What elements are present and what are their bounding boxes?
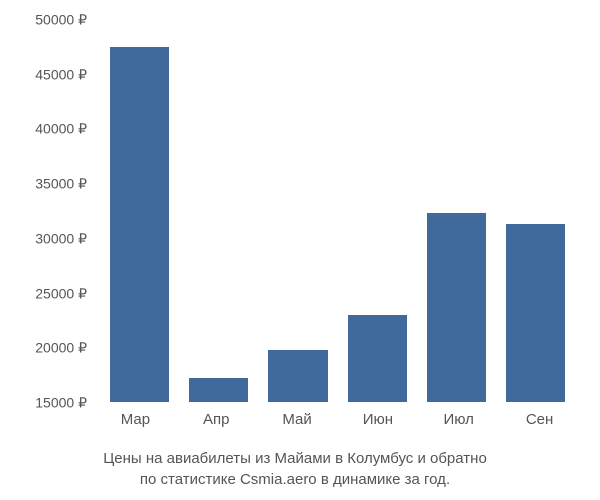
bar [348,315,407,402]
bar [110,47,169,402]
x-tick-label: Апр [186,411,247,428]
y-tick-label: 15000 ₽ [35,395,87,412]
y-tick-label: 25000 ₽ [35,285,87,302]
y-tick-label: 35000 ₽ [35,176,87,193]
bar [189,378,248,402]
y-tick-label: 30000 ₽ [35,230,87,247]
bar [268,350,327,402]
x-tick-label: Июл [428,411,489,428]
price-chart: 50000 ₽45000 ₽40000 ₽35000 ₽30000 ₽25000… [10,20,580,428]
caption-line-1: Цены на авиабилеты из Майами в Колумбус … [10,448,580,469]
y-tick-label: 40000 ₽ [35,121,87,138]
y-tick-label: 45000 ₽ [35,66,87,83]
chart-body: 50000 ₽45000 ₽40000 ₽35000 ₽30000 ₽25000… [10,20,580,403]
x-tick-label: Мар [105,411,166,428]
plot-area [95,20,580,403]
y-tick-label: 20000 ₽ [35,340,87,357]
x-tick-label: Июн [347,411,408,428]
x-axis: Мар Апр Май Июн Июл Сен [10,411,580,428]
bar [506,224,565,402]
y-axis: 50000 ₽45000 ₽40000 ₽35000 ₽30000 ₽25000… [10,20,95,403]
bar [427,213,486,402]
bars-container [95,20,580,402]
x-tick-label: Май [267,411,328,428]
chart-caption: Цены на авиабилеты из Майами в Колумбус … [10,448,580,490]
x-tick-label: Сен [509,411,570,428]
y-tick-label: 50000 ₽ [35,12,87,29]
caption-line-2: по статистике Csmia.aero в динамике за г… [10,469,580,490]
